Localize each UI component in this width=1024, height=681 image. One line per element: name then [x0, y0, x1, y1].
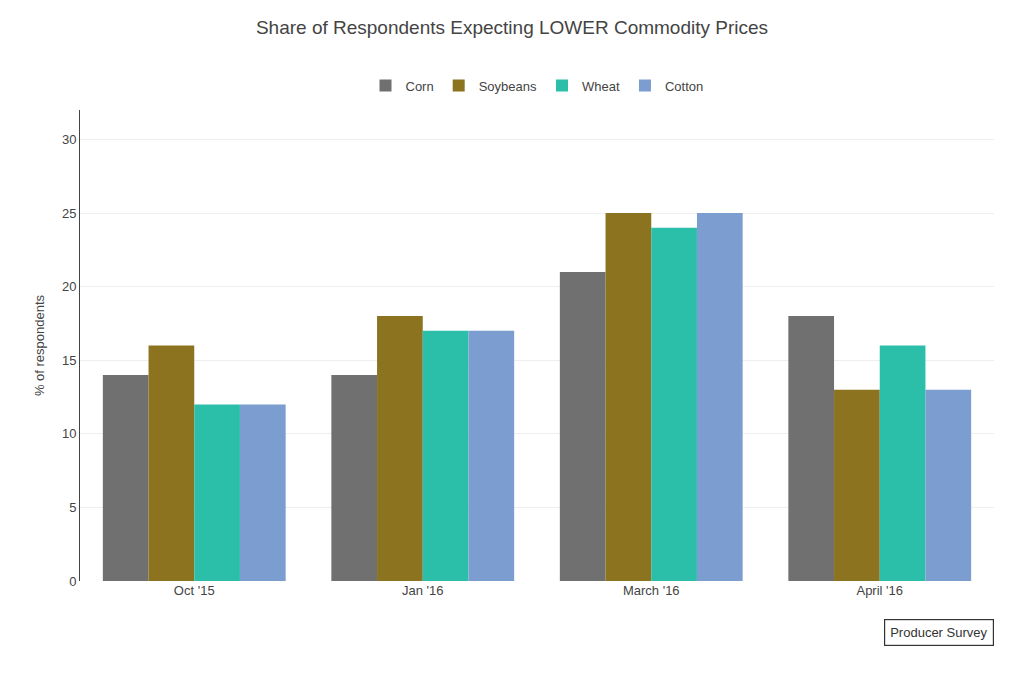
- svg-text:% of respondents: % of respondents: [32, 294, 47, 396]
- svg-text:Corn: Corn: [406, 79, 434, 94]
- svg-text:Wheat: Wheat: [582, 79, 620, 94]
- svg-text:Soybeans: Soybeans: [479, 79, 537, 94]
- svg-text:10: 10: [62, 426, 76, 441]
- svg-text:0: 0: [69, 574, 76, 589]
- svg-text:15: 15: [62, 353, 76, 368]
- svg-text:5: 5: [69, 500, 76, 515]
- svg-text:Oct '15: Oct '15: [174, 583, 215, 598]
- svg-text:April '16: April '16: [856, 583, 903, 598]
- svg-text:Jan '16: Jan '16: [402, 583, 444, 598]
- svg-text:March '16: March '16: [623, 583, 680, 598]
- svg-text:20: 20: [62, 279, 76, 294]
- svg-text:Cotton: Cotton: [665, 79, 703, 94]
- svg-text:Producer Survey: Producer Survey: [890, 625, 987, 640]
- svg-text:30: 30: [62, 132, 76, 147]
- svg-text:25: 25: [62, 206, 76, 221]
- svg-text:Share of Respondents Expecting: Share of Respondents Expecting LOWER Com…: [256, 17, 768, 38]
